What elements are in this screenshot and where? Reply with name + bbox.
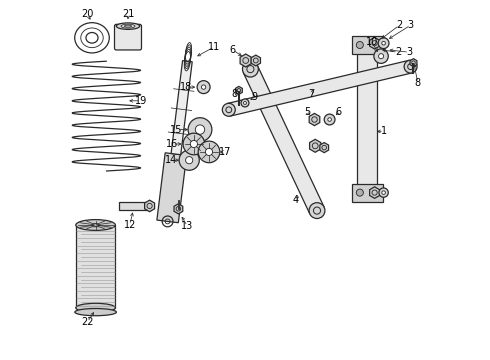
Text: 16: 16 [166,139,178,149]
Polygon shape [320,143,329,153]
Polygon shape [243,66,324,214]
Circle shape [356,189,364,196]
FancyBboxPatch shape [115,24,142,50]
Text: 3: 3 [406,47,412,57]
Bar [352,36,383,54]
Ellipse shape [92,224,99,226]
Polygon shape [157,153,187,223]
Circle shape [205,148,213,156]
Ellipse shape [116,23,140,30]
Circle shape [186,157,193,164]
Circle shape [324,114,335,125]
Text: 11: 11 [208,42,220,52]
Polygon shape [251,55,261,66]
Text: 12: 12 [123,220,136,230]
Circle shape [379,188,388,197]
Circle shape [404,60,417,73]
Polygon shape [145,200,154,212]
Polygon shape [236,86,243,94]
Circle shape [372,42,378,48]
Circle shape [309,203,325,219]
Circle shape [188,118,212,141]
Polygon shape [310,139,321,152]
Text: 19: 19 [134,96,147,106]
Circle shape [378,38,389,49]
Text: 9: 9 [252,92,258,102]
Circle shape [198,141,220,163]
Text: 1: 1 [381,126,387,136]
Circle shape [197,81,210,94]
Text: 13: 13 [181,221,194,231]
Polygon shape [119,202,149,210]
Circle shape [356,41,364,49]
Text: 10: 10 [366,37,378,48]
Text: 8: 8 [415,78,421,88]
Polygon shape [174,204,183,214]
Text: 2: 2 [395,47,401,57]
Bar [352,184,383,202]
Polygon shape [227,60,412,116]
Ellipse shape [75,309,117,316]
Circle shape [196,125,205,134]
Circle shape [328,118,331,121]
Circle shape [382,191,386,194]
Text: 4: 4 [293,195,298,205]
Circle shape [243,61,258,77]
Text: 6: 6 [336,107,342,117]
Circle shape [379,54,384,59]
Bar [76,225,116,308]
Text: 14: 14 [165,155,177,165]
Text: 18: 18 [180,82,193,92]
Text: 17: 17 [219,147,231,157]
Polygon shape [309,113,320,126]
Text: 7: 7 [309,89,315,99]
Text: 8: 8 [231,89,237,99]
Polygon shape [240,54,251,67]
Circle shape [183,133,205,155]
Circle shape [374,49,388,63]
Text: 3: 3 [408,20,414,30]
Ellipse shape [76,220,116,230]
Text: 2: 2 [396,20,403,30]
Text: 22: 22 [81,317,94,327]
Ellipse shape [76,303,116,312]
Circle shape [372,190,378,195]
Polygon shape [410,59,417,67]
Circle shape [222,103,235,116]
Circle shape [201,85,206,89]
Polygon shape [171,60,192,155]
Circle shape [244,102,246,104]
Circle shape [179,150,199,170]
Polygon shape [357,45,377,193]
Circle shape [241,99,249,107]
Text: 5: 5 [304,107,310,117]
Text: 15: 15 [171,125,183,135]
Circle shape [190,140,197,148]
Text: 6: 6 [229,45,236,55]
Circle shape [382,41,386,45]
Bar [178,200,179,209]
Text: 20: 20 [81,9,94,19]
Polygon shape [369,37,380,49]
Text: 21: 21 [122,9,134,19]
Polygon shape [369,187,380,198]
